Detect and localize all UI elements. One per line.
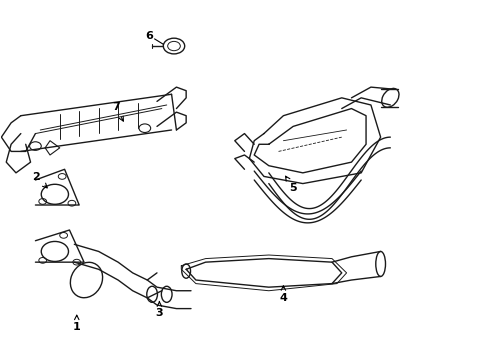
Text: 1: 1 [73, 315, 81, 332]
Text: 7: 7 [112, 102, 123, 121]
Text: 6: 6 [145, 31, 153, 41]
Text: 4: 4 [279, 286, 287, 303]
Text: 2: 2 [33, 172, 47, 188]
Text: 3: 3 [155, 302, 163, 318]
Text: 5: 5 [285, 176, 296, 193]
